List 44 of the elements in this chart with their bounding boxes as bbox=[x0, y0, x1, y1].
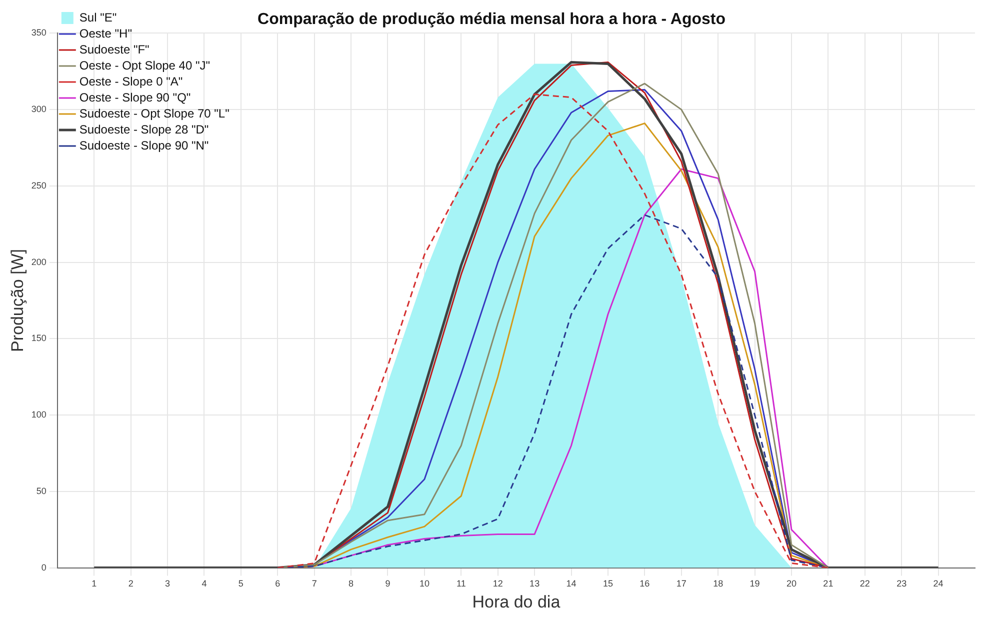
x-tick-label: 15 bbox=[602, 578, 613, 589]
chart-title: Comparação de produção média mensal hora a hora - Agosto bbox=[258, 11, 726, 28]
x-tick-label: 18 bbox=[713, 578, 724, 589]
y-tick-label: 250 bbox=[31, 180, 46, 190]
x-tick-label: 23 bbox=[896, 578, 907, 589]
legend-label: Oeste "H" bbox=[79, 26, 132, 40]
x-tick-label: 8 bbox=[348, 578, 354, 589]
legend-label: Oeste - Opt Slope 40 "J" bbox=[79, 58, 210, 72]
x-axis-title: Hora do dia bbox=[472, 592, 561, 612]
y-tick-label: 100 bbox=[31, 410, 46, 420]
legend-label: Sudoeste - Slope 90 "N" bbox=[79, 138, 209, 152]
x-tick-label: 3 bbox=[165, 578, 170, 589]
y-tick-label: 350 bbox=[31, 28, 46, 38]
x-tick-label: 17 bbox=[676, 578, 686, 589]
legend-label: Sul "E" bbox=[79, 10, 117, 24]
y-tick-label: 50 bbox=[36, 486, 46, 496]
x-tick-label: 13 bbox=[530, 578, 540, 589]
x-tick-label: 7 bbox=[312, 578, 317, 589]
y-tick-label: 200 bbox=[31, 256, 46, 267]
x-tick-label: 21 bbox=[823, 578, 834, 589]
x-tick-label: 14 bbox=[566, 578, 576, 589]
legend-label: Sudoeste - Opt Slope 70 "L" bbox=[79, 106, 230, 120]
x-tick-label: 9 bbox=[385, 578, 390, 589]
y-axis-title: Produção [W] bbox=[8, 249, 27, 352]
x-tick-label: 11 bbox=[456, 578, 466, 589]
x-tick-label: 20 bbox=[786, 578, 796, 589]
y-tick-label: 0 bbox=[41, 562, 46, 572]
x-tick-label: 5 bbox=[238, 578, 244, 589]
legend-label: Oeste - Slope 90 "Q" bbox=[79, 90, 191, 104]
x-tick-label: 22 bbox=[860, 578, 870, 589]
y-tick-label: 300 bbox=[31, 104, 46, 114]
x-tick-label: 24 bbox=[933, 578, 944, 589]
x-tick-label: 19 bbox=[750, 578, 760, 589]
legend-label: Sudoeste "F" bbox=[79, 42, 150, 56]
x-tick-label: 16 bbox=[640, 578, 650, 589]
legend-label: Sudoeste - Slope 28 "D" bbox=[79, 122, 209, 136]
x-tick-label: 10 bbox=[419, 578, 430, 589]
x-tick-label: 12 bbox=[492, 578, 503, 589]
x-tick-label: 6 bbox=[275, 578, 280, 589]
y-tick-label: 150 bbox=[31, 333, 46, 344]
x-tick-label: 2 bbox=[128, 578, 134, 589]
legend-label: Oeste - Slope 0 "A" bbox=[79, 74, 183, 88]
x-tick-label: 1 bbox=[92, 578, 97, 589]
x-tick-label: 4 bbox=[202, 578, 207, 589]
